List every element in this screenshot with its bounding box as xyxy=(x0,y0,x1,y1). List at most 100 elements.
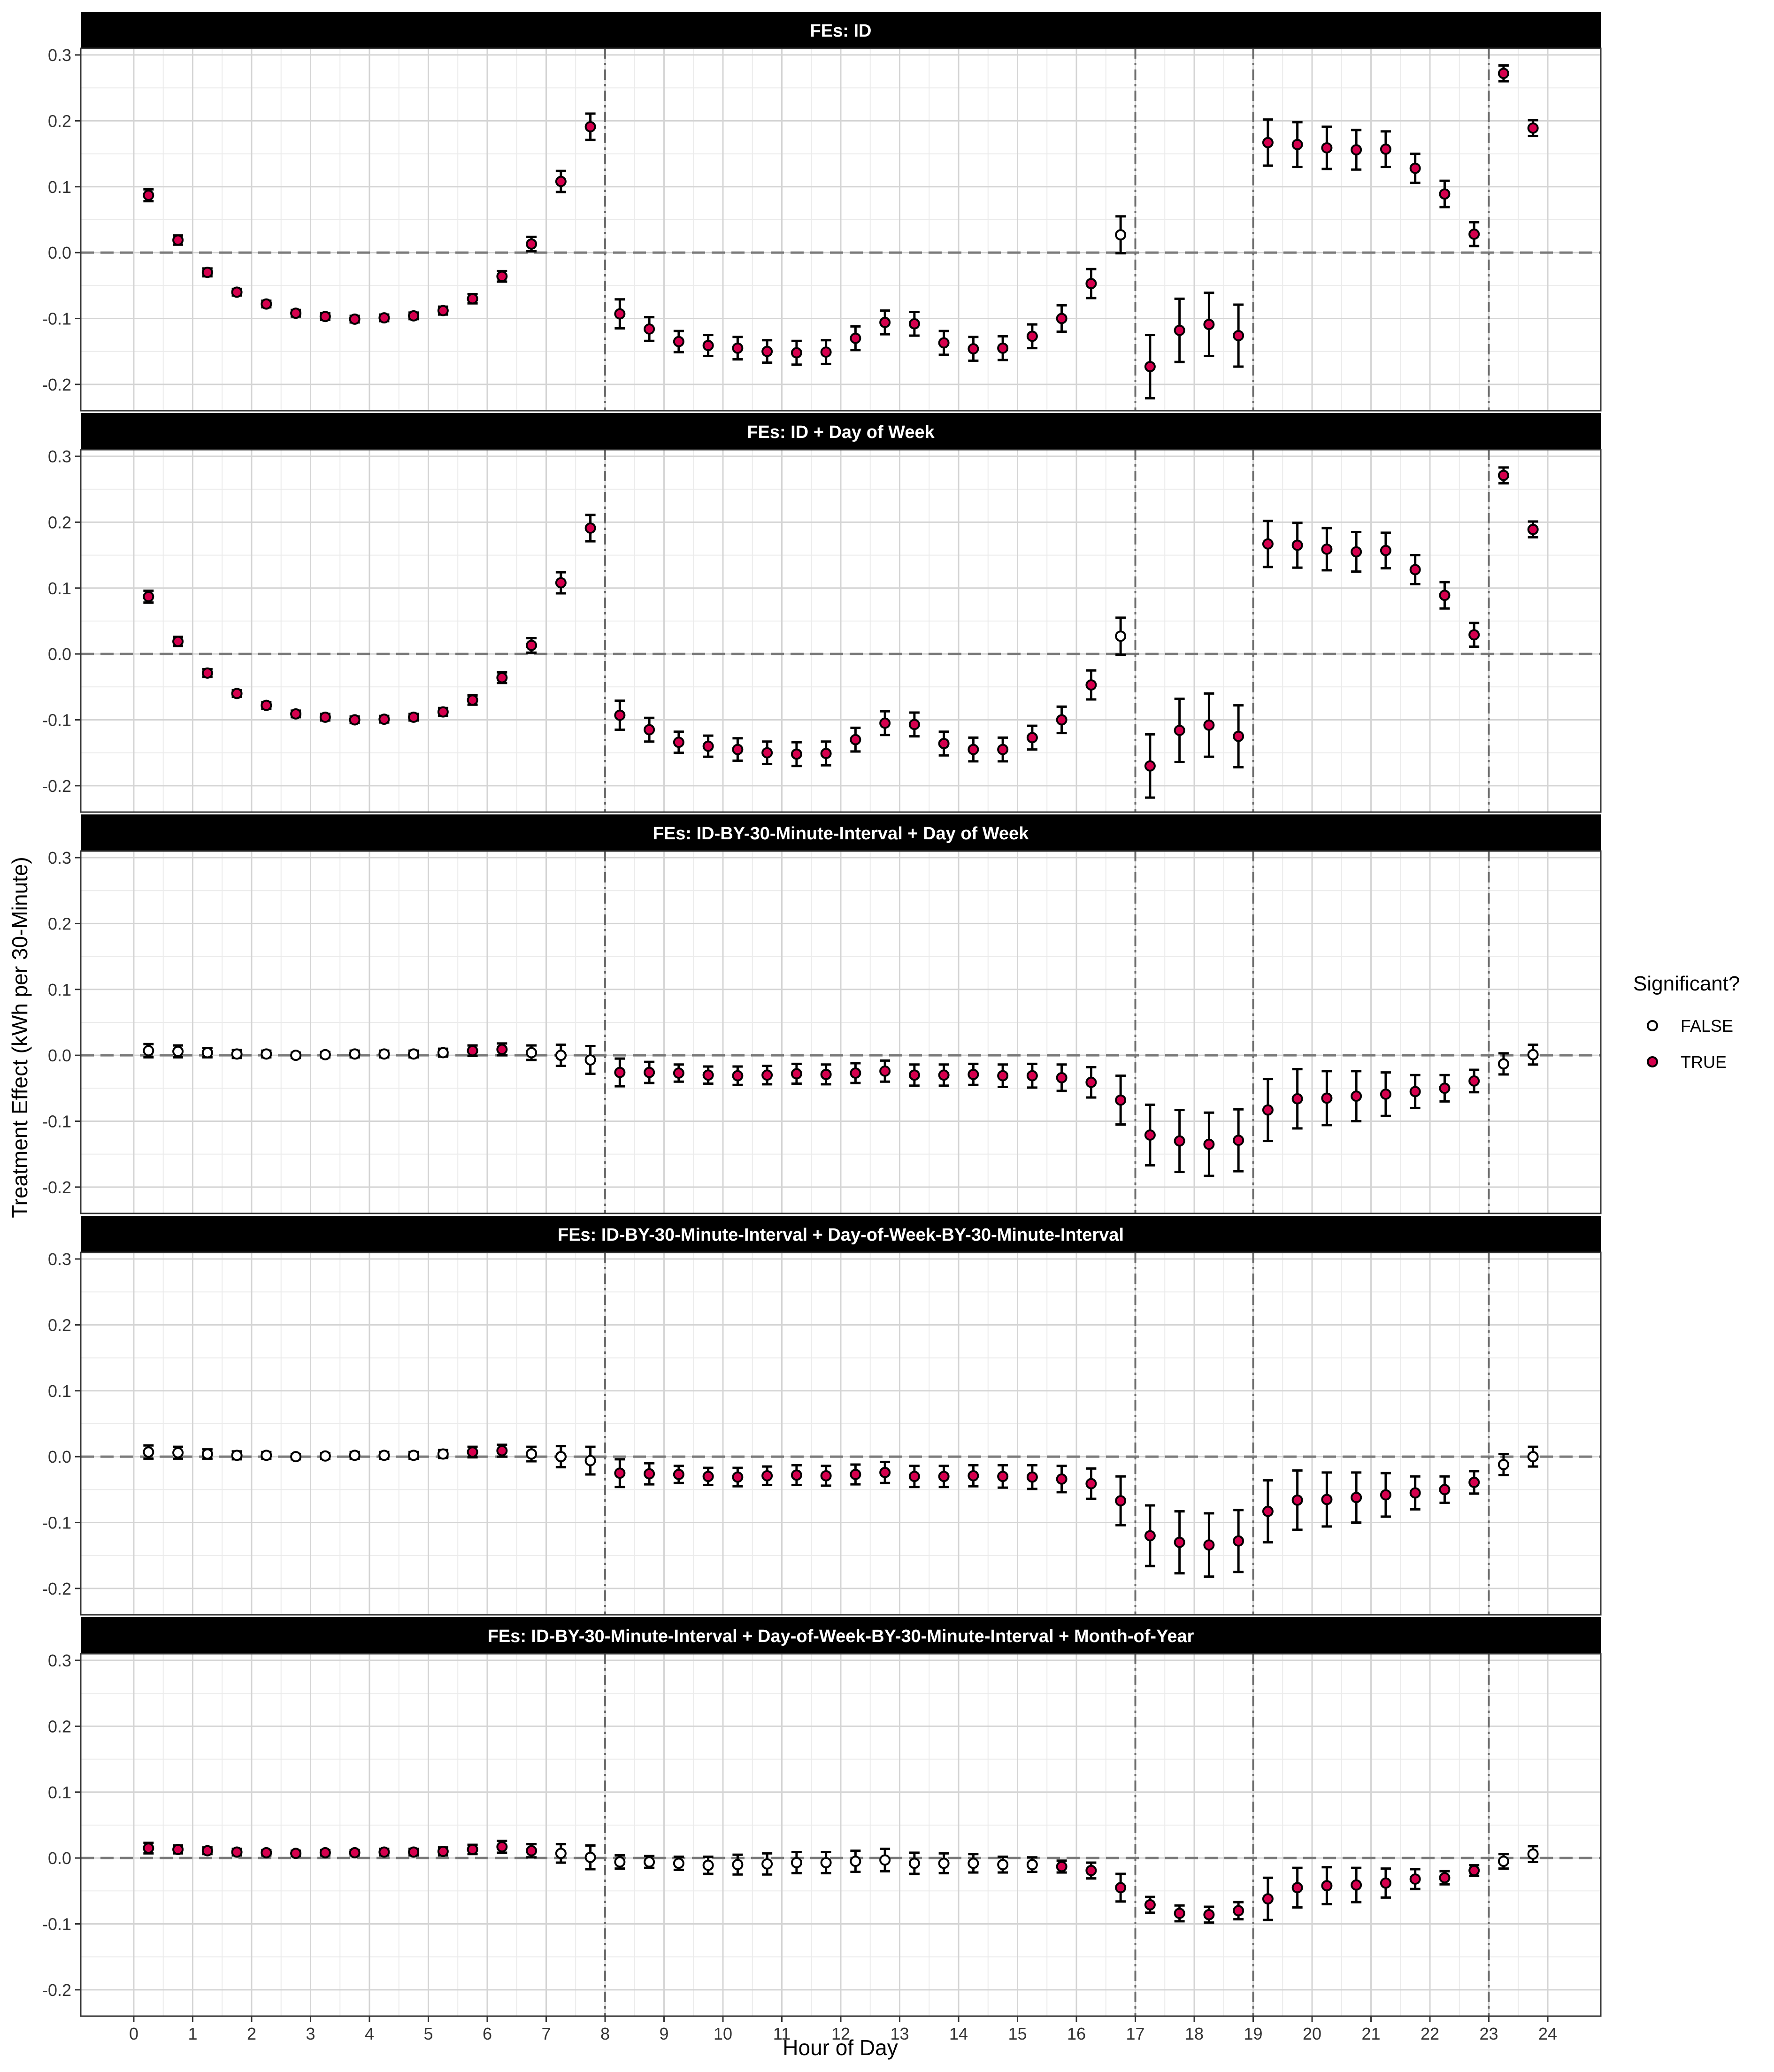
estimate-marker xyxy=(467,1446,478,1458)
estimate-marker xyxy=(1262,1505,1274,1517)
estimate-marker xyxy=(968,744,979,755)
estimate-marker xyxy=(614,1856,626,1868)
point-5.25 xyxy=(437,706,449,718)
point-6.75 xyxy=(526,1445,538,1463)
y-tick-label: -0.1 xyxy=(42,710,71,729)
point-18.25 xyxy=(1203,1512,1215,1578)
point-0.75 xyxy=(172,1843,184,1855)
point-8.25 xyxy=(614,1458,626,1489)
estimate-marker xyxy=(761,1470,773,1481)
point-10.25 xyxy=(732,1466,744,1488)
point-10.75 xyxy=(761,339,773,364)
point-5.75 xyxy=(467,1445,478,1459)
estimate-marker xyxy=(1174,1536,1185,1548)
estimate-marker xyxy=(732,744,744,755)
point-15.25 xyxy=(1026,1062,1038,1089)
estimate-marker xyxy=(143,190,154,201)
estimate-marker xyxy=(702,1859,714,1871)
point-20.25 xyxy=(1321,1866,1333,1905)
estimate-marker xyxy=(408,1450,420,1461)
point-6.75 xyxy=(526,235,538,253)
estimate-marker xyxy=(673,1067,684,1079)
x-tick-label: 14 xyxy=(949,2024,968,2043)
panel-1: FEs: ID -0.2 -0.1 0.0 0.1 0.2 0.3 xyxy=(42,12,1602,412)
estimate-marker xyxy=(231,286,243,298)
estimate-marker xyxy=(1468,1476,1480,1488)
y-tick-label: -0.2 xyxy=(42,1980,71,2000)
panel-title: FEs: ID-BY-30-Minute-Interval + Day-of-W… xyxy=(558,1225,1124,1245)
estimate-marker xyxy=(555,1451,567,1463)
point-19.75 xyxy=(1291,121,1303,169)
estimate-marker xyxy=(1203,719,1215,731)
point-6.75 xyxy=(526,637,538,654)
estimate-marker xyxy=(143,1446,154,1458)
point-12.75 xyxy=(879,1460,891,1484)
point-20.75 xyxy=(1351,129,1362,171)
estimate-marker xyxy=(261,1450,272,1461)
estimate-marker xyxy=(1056,1473,1067,1485)
estimate-marker xyxy=(172,636,184,647)
estimate-marker xyxy=(644,323,655,335)
x-tick-label: 24 xyxy=(1538,2024,1557,2043)
point-7.75 xyxy=(584,1844,596,1871)
legend-label-false: FALSE xyxy=(1681,1016,1733,1036)
y-tick-label: 0.1 xyxy=(48,1783,71,1802)
estimate-marker xyxy=(143,591,154,603)
point-2.75 xyxy=(290,1848,302,1859)
point-6.25 xyxy=(496,1443,508,1458)
estimate-marker xyxy=(408,711,420,723)
estimate-marker xyxy=(526,238,538,250)
estimate-marker xyxy=(1174,1908,1185,1919)
point-9.25 xyxy=(673,1465,684,1484)
point-1.25 xyxy=(201,1845,213,1857)
estimate-marker xyxy=(673,1469,684,1481)
estimate-marker xyxy=(231,688,243,699)
estimate-marker xyxy=(1203,1138,1215,1150)
estimate-marker xyxy=(261,699,272,711)
point-4.25 xyxy=(378,1846,390,1858)
point-23.75 xyxy=(1527,1845,1539,1864)
estimate-marker xyxy=(968,343,979,355)
estimate-marker xyxy=(1174,324,1185,336)
estimate-marker xyxy=(584,1455,596,1466)
point-19.25 xyxy=(1262,1876,1274,1921)
estimate-marker xyxy=(820,346,832,358)
estimate-marker xyxy=(172,234,184,246)
estimate-marker xyxy=(1115,1882,1127,1894)
estimate-marker xyxy=(1380,1489,1391,1501)
point-12.75 xyxy=(879,1059,891,1083)
point-11.25 xyxy=(791,1850,802,1874)
estimate-marker xyxy=(1233,330,1244,341)
estimate-marker xyxy=(1085,1076,1097,1088)
x-tick-label: 17 xyxy=(1126,2024,1144,2043)
point-11.25 xyxy=(791,1464,802,1486)
estimate-marker xyxy=(1380,143,1391,155)
y-tick-label: -0.2 xyxy=(42,1579,71,1598)
estimate-marker xyxy=(1144,1530,1156,1542)
estimate-marker xyxy=(319,1450,331,1462)
estimate-marker xyxy=(231,1048,243,1060)
x-tick-label: 1 xyxy=(188,2024,197,2043)
point-18.25 xyxy=(1203,1111,1215,1177)
point-14.75 xyxy=(997,1063,1009,1089)
estimate-marker xyxy=(496,672,508,683)
point-5.75 xyxy=(467,1843,478,1856)
point-10.25 xyxy=(732,737,744,762)
x-tick-label: 6 xyxy=(483,2024,492,2043)
estimate-marker xyxy=(820,1857,832,1868)
point-0.75 xyxy=(172,636,184,647)
point-21.75 xyxy=(1409,1475,1421,1511)
panel-strip xyxy=(81,1216,1601,1252)
point-4.75 xyxy=(408,1048,420,1060)
estimate-marker xyxy=(467,1045,478,1057)
point-10.25 xyxy=(732,1065,744,1086)
estimate-marker xyxy=(496,1044,508,1055)
estimate-marker xyxy=(997,342,1009,354)
point-7.75 xyxy=(584,514,596,543)
point-16.75 xyxy=(1115,616,1127,656)
point-22.25 xyxy=(1439,1870,1451,1886)
point-19.75 xyxy=(1291,1068,1303,1130)
point-12.25 xyxy=(850,726,861,753)
estimate-marker xyxy=(526,1047,538,1059)
point-6.25 xyxy=(496,1840,508,1854)
